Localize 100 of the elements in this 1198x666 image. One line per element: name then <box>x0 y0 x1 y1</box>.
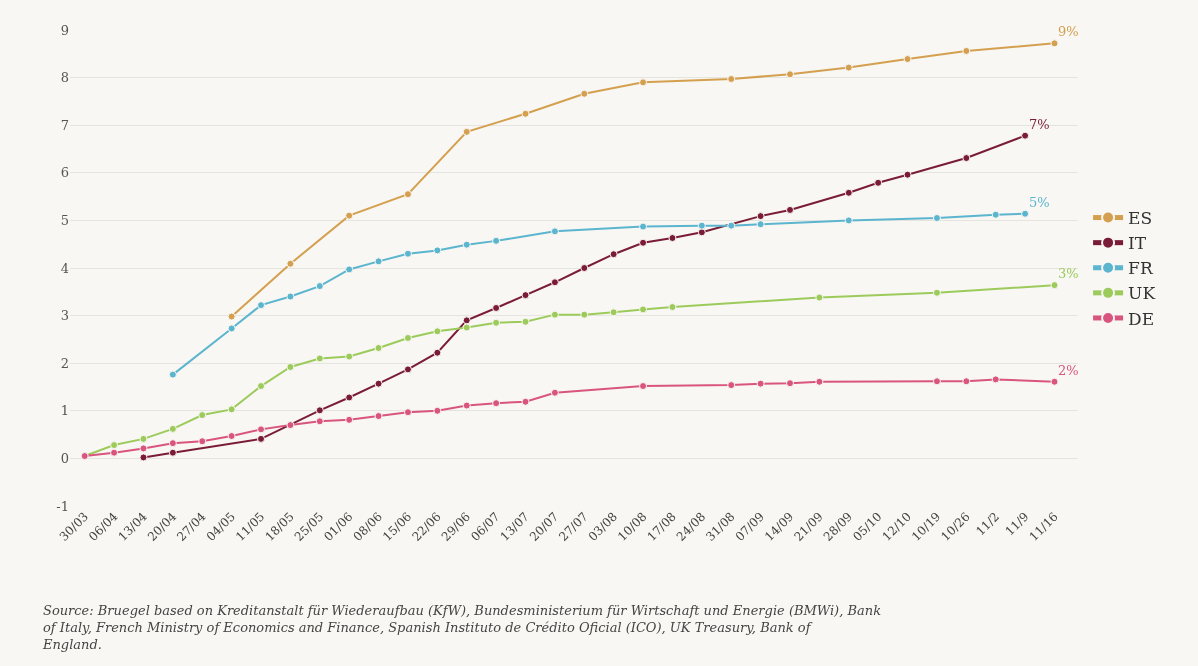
point <box>257 425 266 434</box>
point <box>492 303 501 312</box>
point <box>550 227 559 236</box>
point <box>844 63 853 72</box>
point <box>403 190 412 199</box>
point <box>227 324 236 333</box>
point <box>315 282 324 291</box>
annotation: 5% <box>1029 195 1050 210</box>
annotation: 2% <box>1058 363 1079 378</box>
point <box>403 333 412 342</box>
point <box>110 448 119 457</box>
point <box>227 405 236 414</box>
point <box>580 310 589 319</box>
point <box>609 308 618 317</box>
y-tick-label: 0 <box>60 450 69 466</box>
point <box>462 127 471 136</box>
point <box>903 55 912 64</box>
point <box>139 453 148 462</box>
point <box>756 379 765 388</box>
legend-label: IT <box>1128 233 1147 254</box>
point <box>492 318 501 327</box>
point <box>844 216 853 225</box>
point <box>1050 377 1059 386</box>
annotation: 9% <box>1058 24 1079 39</box>
point <box>580 89 589 98</box>
point <box>286 292 295 301</box>
point <box>168 424 177 433</box>
point <box>462 323 471 332</box>
y-tick-label: 3 <box>60 308 69 324</box>
point <box>433 246 442 255</box>
point <box>286 363 295 372</box>
point <box>374 379 383 388</box>
y-tick-label: 2 <box>60 355 69 371</box>
point <box>374 412 383 421</box>
point <box>550 388 559 397</box>
point <box>874 178 883 187</box>
legend-label: UK <box>1128 283 1156 304</box>
point <box>668 303 677 312</box>
annotation: 7% <box>1029 117 1050 132</box>
y-tick-label: 5 <box>60 212 69 228</box>
point <box>1021 131 1030 140</box>
y-tick-label: 4 <box>60 260 69 276</box>
point <box>315 406 324 415</box>
point <box>932 377 941 386</box>
point <box>374 257 383 266</box>
point <box>697 221 706 230</box>
point <box>1050 281 1059 290</box>
point <box>462 240 471 249</box>
point <box>433 406 442 415</box>
point <box>756 212 765 221</box>
point <box>403 408 412 417</box>
point <box>991 210 1000 219</box>
point <box>639 238 648 247</box>
point <box>492 399 501 408</box>
point <box>345 211 354 220</box>
point <box>786 379 794 388</box>
point <box>609 250 618 259</box>
point <box>550 310 559 319</box>
legend-label: ES <box>1128 208 1153 229</box>
annotation: 3% <box>1058 266 1079 281</box>
point <box>345 265 354 274</box>
point <box>345 415 354 424</box>
y-tick-label: 1 <box>60 403 69 419</box>
point <box>786 205 794 214</box>
point <box>550 278 559 287</box>
point <box>697 228 706 237</box>
point <box>227 432 236 441</box>
point <box>257 434 266 443</box>
point <box>257 301 266 310</box>
point <box>932 214 941 223</box>
point <box>257 382 266 391</box>
point <box>227 312 236 321</box>
point <box>580 264 589 272</box>
point <box>110 441 119 450</box>
point <box>639 382 648 391</box>
point <box>198 411 207 420</box>
point <box>962 154 971 163</box>
point <box>756 220 765 229</box>
point <box>139 444 148 453</box>
point <box>168 439 177 448</box>
point <box>639 78 648 87</box>
point <box>727 75 736 84</box>
point <box>198 437 207 446</box>
point <box>315 417 324 426</box>
point <box>286 421 295 430</box>
point <box>815 377 824 386</box>
point <box>139 434 148 443</box>
y-tick-label: 9 <box>60 22 69 38</box>
point <box>403 249 412 258</box>
point <box>815 293 824 302</box>
legend-label: DE <box>1128 308 1155 329</box>
point <box>521 397 530 406</box>
y-tick-label: 7 <box>60 117 69 133</box>
point <box>286 259 295 268</box>
point <box>991 375 1000 384</box>
point <box>374 343 383 352</box>
point <box>962 377 971 386</box>
point <box>1050 39 1059 48</box>
point <box>786 70 794 79</box>
point <box>345 393 354 402</box>
